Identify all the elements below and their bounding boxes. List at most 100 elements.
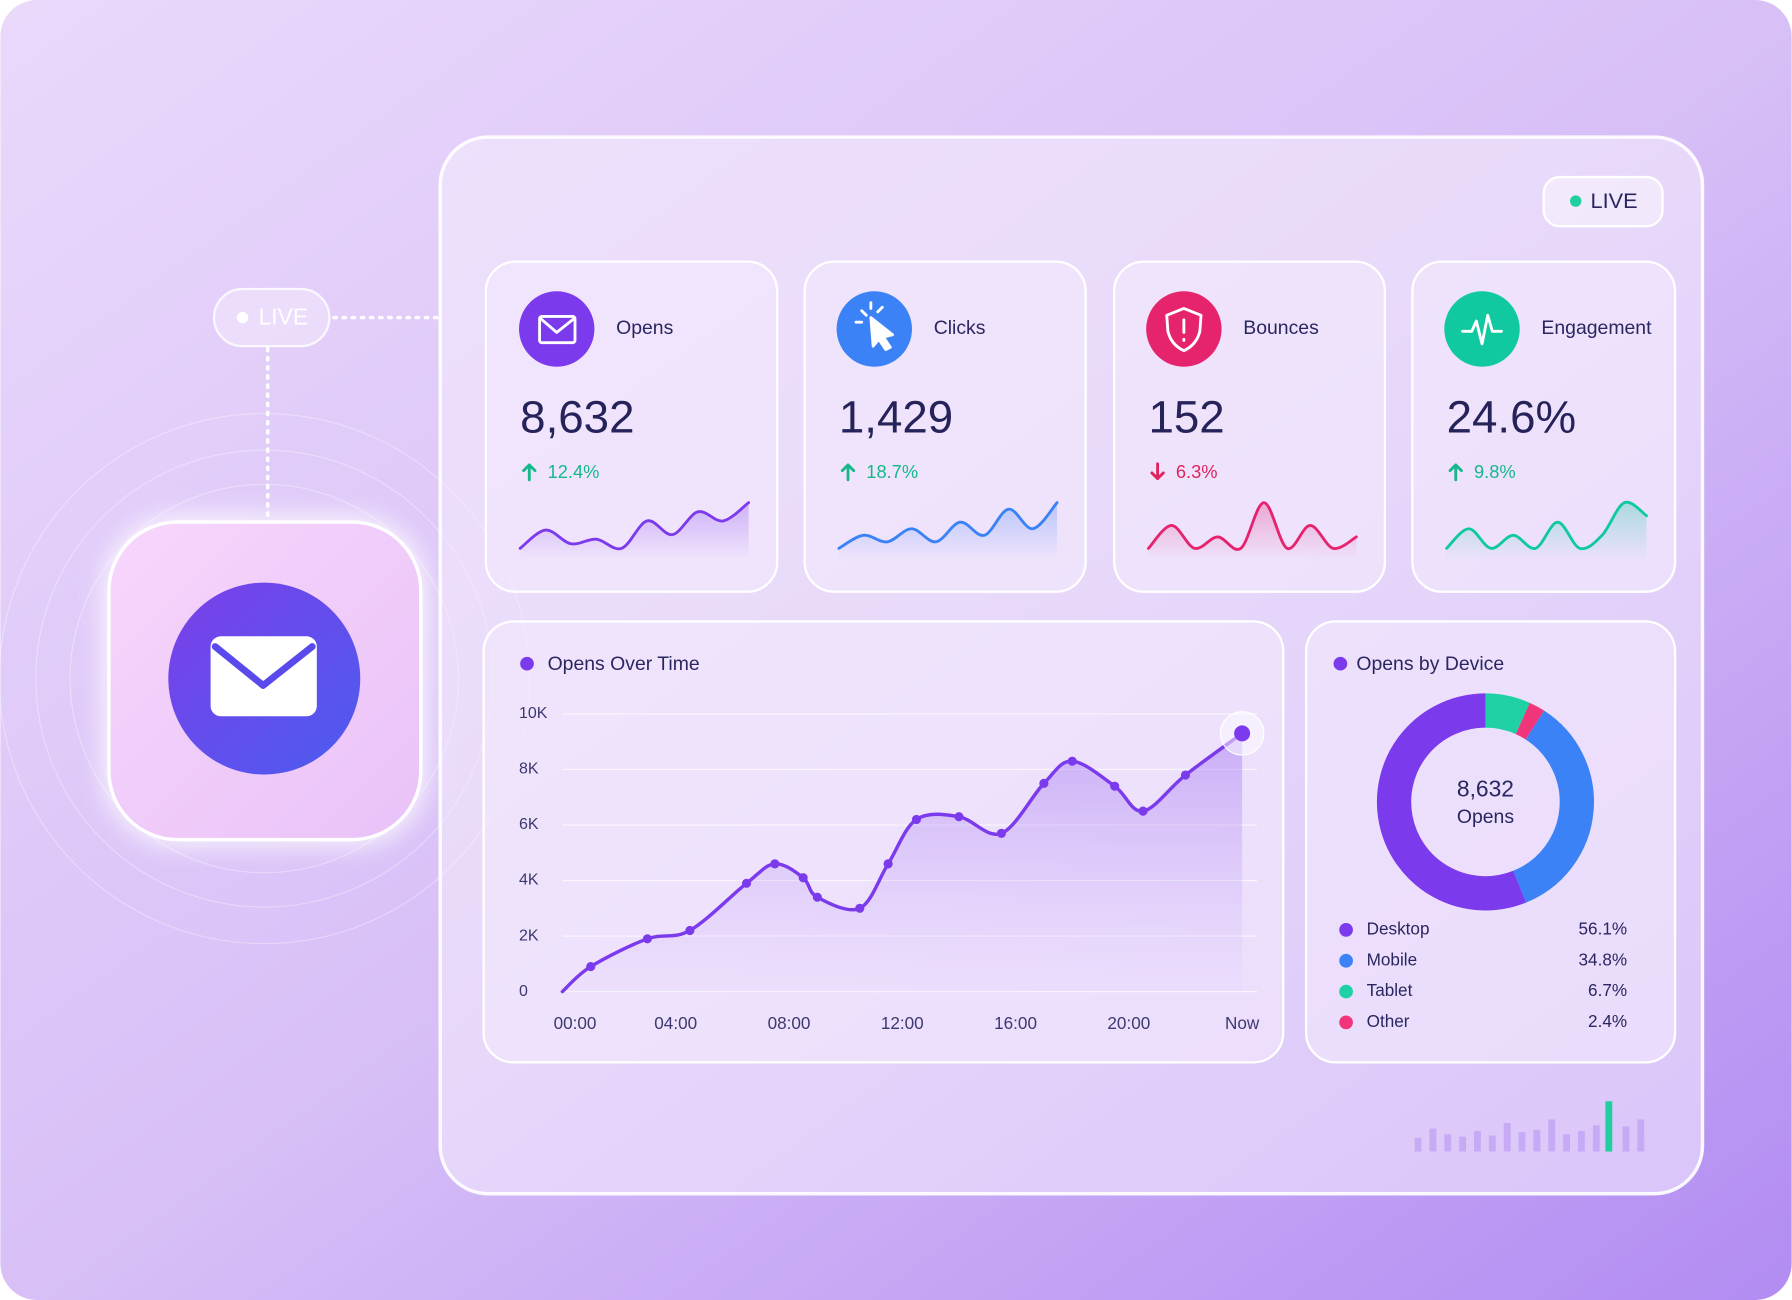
envelope [210, 636, 317, 717]
live-dot [236, 311, 249, 324]
donut-chart: Desktop 56.1% Mobile 34.8% Tablet 6.7% Other 2.… [1339, 693, 1628, 1031]
point [642, 934, 652, 944]
kpi-label: Opens [616, 317, 673, 339]
kpi-arrow [522, 463, 537, 482]
live-badge [212, 287, 331, 348]
point [812, 892, 822, 902]
point [1180, 770, 1191, 780]
donut-segment [1512, 710, 1594, 903]
card [1304, 620, 1677, 1064]
y-tick-label: 4K [519, 872, 539, 889]
point [685, 925, 695, 936]
title-dot [520, 656, 534, 671]
kpi-label: Clicks [934, 317, 986, 339]
point [586, 962, 596, 972]
legend-label: Mobile [1367, 949, 1417, 969]
legend-label: Other [1367, 1011, 1410, 1031]
legend-value: 34.8% [1579, 949, 1628, 969]
sparkline [1445, 500, 1648, 551]
kpi-label: Engagement [1541, 317, 1652, 339]
legend-value: 2.4% [1588, 1011, 1627, 1031]
kpi-value: 152 [1148, 391, 1224, 442]
sparkline-area [1148, 502, 1357, 560]
decorative-bars [1414, 1101, 1645, 1152]
legend-dot [1339, 984, 1353, 999]
live-badge [1542, 175, 1664, 228]
legend-dot [1339, 1015, 1353, 1030]
legend-value: 6.7% [1588, 980, 1627, 1000]
donut-center-value: 8,632 [1457, 776, 1514, 802]
live-dot [1569, 195, 1582, 207]
sparkline [518, 501, 751, 551]
line-chart: 0 2K 4K 6K 8K 10K 00:00 04:00 08:00 12:00 16:00 20:… [519, 705, 1265, 1033]
kpi-change: 18.7% [866, 461, 918, 482]
x-tick-label: 16:00 [994, 1013, 1037, 1033]
x-tick-label: 00:00 [554, 1013, 597, 1033]
point [855, 903, 865, 913]
sparkline-area [838, 502, 1058, 560]
x-tick-label: Now [1225, 1013, 1260, 1033]
y-tick-label: 10K [519, 705, 548, 722]
kpi-icon-circle [519, 291, 595, 367]
kpi-change: 9.8% [1474, 461, 1516, 482]
kpi-arrow [840, 463, 856, 482]
y-tick-label: 2K [519, 927, 539, 944]
point [741, 878, 752, 888]
live-text: LIVE [259, 304, 309, 330]
legend-label: Desktop [1367, 918, 1430, 938]
title-dot [1333, 656, 1348, 671]
kpi-arrow [1150, 462, 1165, 481]
chart-title: Opens Over Time [548, 653, 700, 675]
kpi-label: Bounces [1243, 317, 1319, 339]
kpi-arrow [1448, 463, 1463, 482]
kpi-value: 24.6% [1447, 391, 1577, 442]
y-tick-label: 6K [519, 816, 539, 833]
sparkline [837, 501, 1059, 550]
point [798, 873, 808, 883]
point [1067, 756, 1077, 766]
y-tick-label: 0 [519, 983, 528, 1000]
point [996, 828, 1006, 838]
x-tick-label: 08:00 [768, 1013, 811, 1033]
donut-segment [1484, 693, 1530, 735]
live-text: LIVE [1591, 188, 1638, 213]
icon-cursor [869, 316, 895, 351]
kpi-icon-circle [1444, 291, 1520, 367]
chart-title: Opens by Device [1356, 653, 1504, 675]
donut-center-label: Opens [1457, 806, 1514, 828]
icon-shield [1165, 307, 1203, 353]
envelope-flap [211, 643, 316, 689]
point [1039, 778, 1049, 788]
sparkline-area [1446, 502, 1647, 560]
icon-cursor-rays [854, 301, 884, 324]
kpi-icons [538, 301, 1503, 353]
x-tick-label: 04:00 [654, 1013, 697, 1033]
y-tick-label: 8K [519, 761, 539, 778]
legend-dot [1339, 953, 1353, 968]
x-tick-label: 12:00 [881, 1013, 924, 1033]
kpi-change: 6.3% [1176, 461, 1218, 482]
point [883, 859, 893, 869]
icon-mail [538, 315, 577, 345]
kpi-value: 1,429 [839, 391, 953, 442]
point [954, 812, 964, 822]
kpi-value: 8,632 [520, 391, 634, 442]
kpi-cards: Opens 8,632 12.4% Clicks 1,429 18.7% Bounces 15… [484, 260, 1677, 593]
icon-mail-flap [539, 317, 576, 334]
icon-pulse [1461, 313, 1503, 346]
sparkline [1147, 501, 1358, 551]
line-area [562, 733, 1243, 992]
x-tick-label: 20:00 [1107, 1013, 1150, 1033]
point [1138, 806, 1148, 816]
point [770, 859, 780, 869]
point [1110, 781, 1120, 791]
legend-label: Tablet [1367, 980, 1413, 1000]
point [1234, 725, 1251, 742]
legend-value: 56.1% [1579, 918, 1628, 938]
donut-segment [1515, 702, 1545, 740]
point [911, 814, 922, 825]
kpi-change: 12.4% [548, 461, 600, 482]
legend-dot [1339, 923, 1353, 937]
donut-segment [1376, 693, 1527, 911]
